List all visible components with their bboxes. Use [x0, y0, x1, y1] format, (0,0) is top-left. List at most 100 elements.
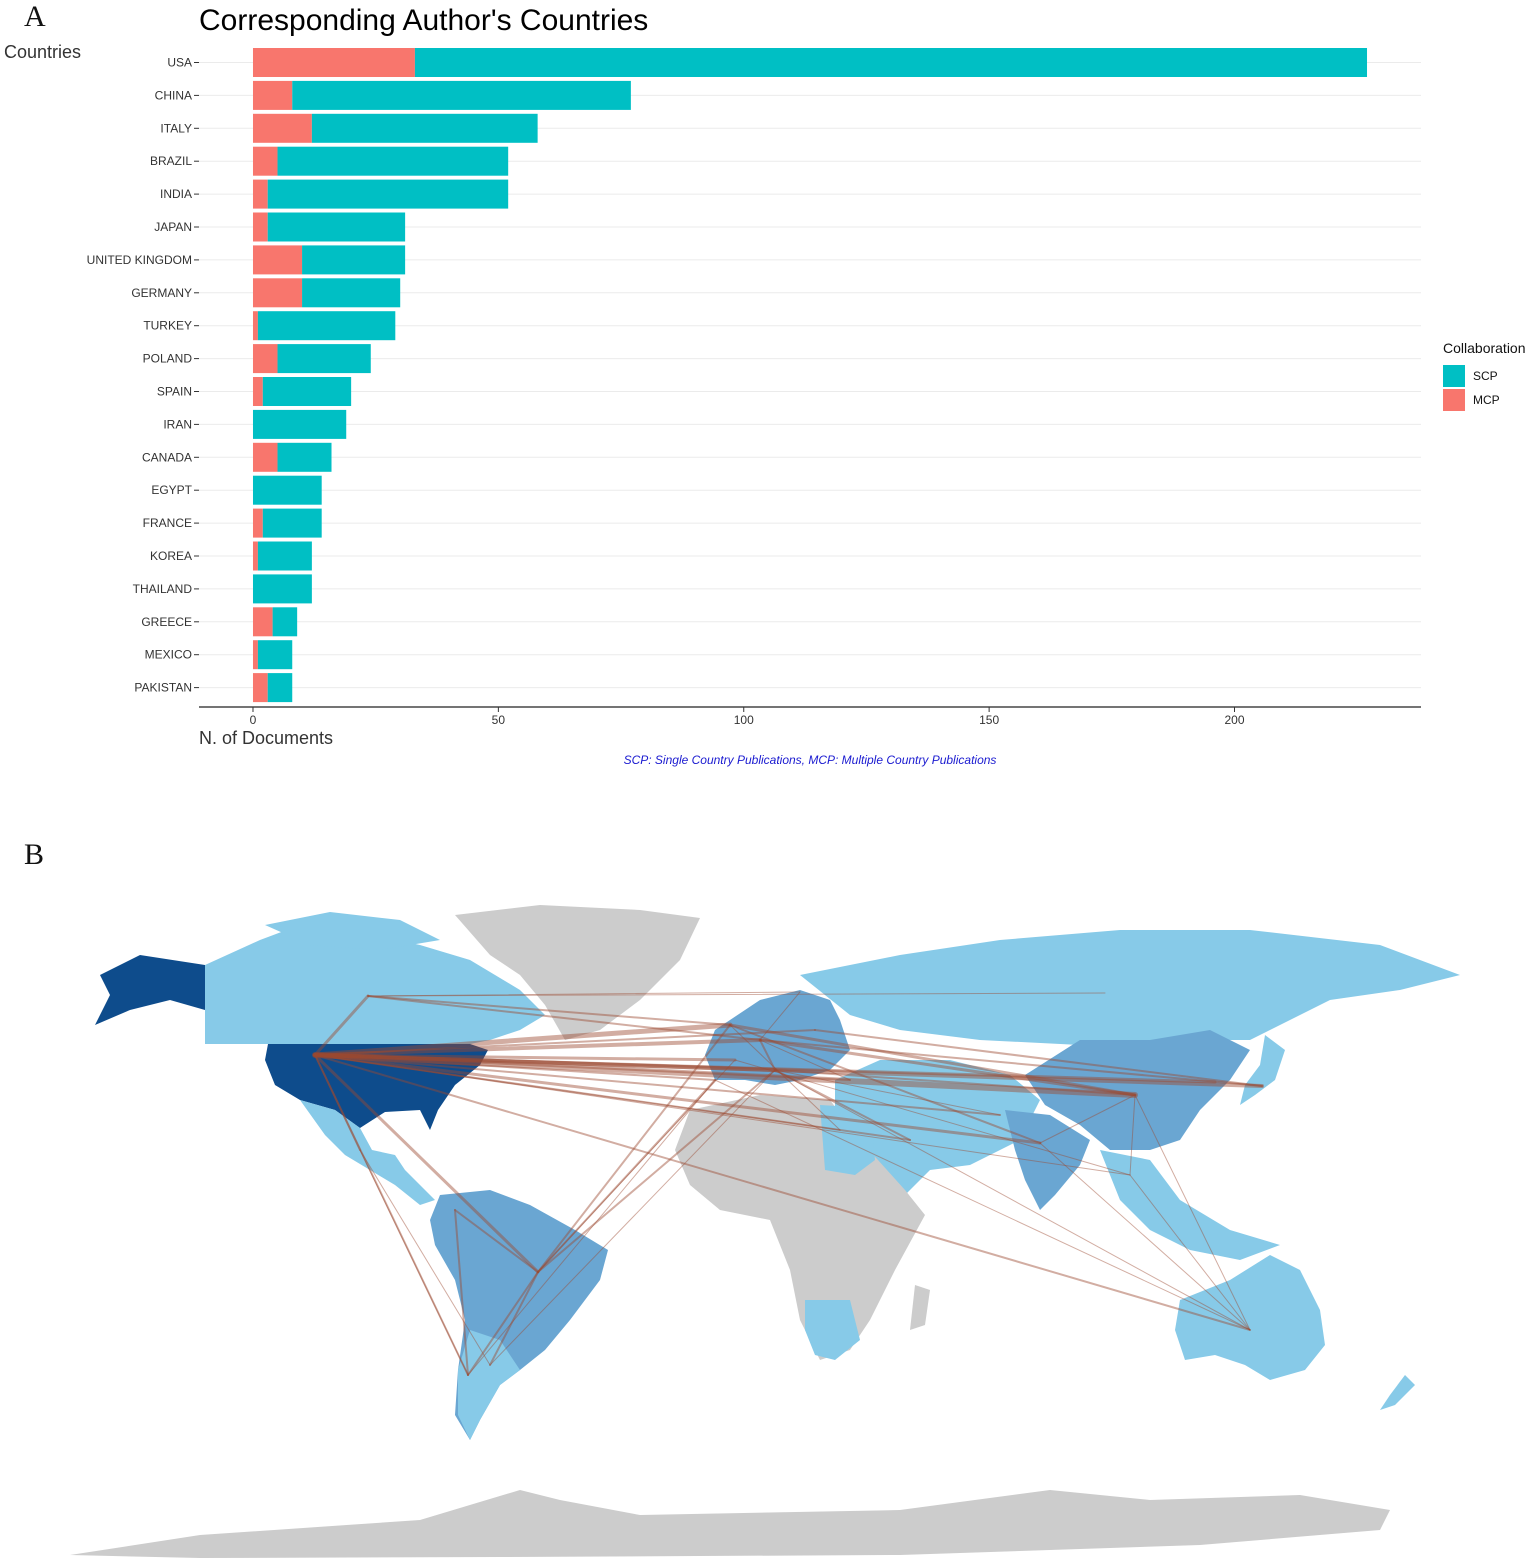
region-japan [1240, 1035, 1285, 1105]
bar-mcp-japan [252, 212, 268, 242]
bar-mcp-spain [252, 377, 263, 406]
collaboration-link-47 [1179, 1239, 1251, 1331]
collaboration-link-38 [774, 1069, 1001, 1116]
legend-swatch-scp [1443, 365, 1465, 387]
bar-scp-korea [257, 541, 312, 571]
bar-mcp-italy [252, 113, 312, 143]
collaboration-link-1 [312, 1052, 1138, 1098]
region-madagascar [910, 1285, 930, 1330]
collaboration-link-55 [759, 991, 801, 1041]
bar-scp-united-kingdom [302, 245, 406, 275]
chart-title: Corresponding Author's Countries [199, 4, 648, 37]
collaboration-link-12 [314, 1054, 1251, 1331]
legend: Collaboration SCP MCP [1443, 340, 1526, 412]
collaboration-link-32 [728, 1023, 1137, 1097]
x-tick-label-0: 0 [250, 713, 257, 727]
collaboration-link-17 [314, 1054, 1001, 1116]
collaboration-link-39 [734, 1059, 1131, 1176]
x-tick-label-4: 200 [1224, 713, 1244, 727]
legend-item-scp: SCP [1443, 364, 1526, 388]
collaboration-link-24 [537, 1069, 776, 1273]
x-tick-label-3: 150 [979, 713, 999, 727]
collaboration-map [70, 905, 1460, 1558]
collaboration-link-19 [314, 1054, 841, 1131]
region-russia [800, 930, 1460, 1045]
region-canada-islands [265, 912, 440, 950]
collaboration-link-9 [313, 1053, 737, 1062]
bar-scp-brazil [277, 146, 509, 176]
legend-label-mcp: MCP [1473, 393, 1500, 407]
y-tick-label-17: GREECE [141, 615, 192, 629]
collaboration-link-52 [537, 1059, 736, 1273]
collaboration-link-16 [314, 1054, 469, 1376]
y-tick-label-10: SPAIN [157, 385, 192, 399]
bar-mcp-poland [252, 344, 278, 374]
collaboration-link-4 [313, 1038, 762, 1057]
collaboration-link-42 [1129, 1094, 1136, 1176]
legend-title: Collaboration [1443, 340, 1526, 356]
collaboration-link-31 [359, 1149, 491, 1366]
collaboration-link-13 [314, 1054, 911, 1141]
panel-a-label: A [24, 0, 46, 33]
bar-scp-iran [252, 409, 347, 439]
collaboration-link-22 [367, 991, 801, 997]
bar-scp-pakistan [267, 673, 293, 703]
bar-mcp-united-kingdom [252, 245, 303, 275]
y-tick-label-2: ITALY [160, 121, 192, 135]
region-southeast-asia [1100, 1150, 1280, 1260]
collaboration-link-28 [454, 1209, 539, 1273]
collaboration-link-30 [359, 1149, 469, 1376]
collaboration-link-11 [314, 1054, 361, 1151]
panel-b-label: B [24, 838, 45, 871]
bar-scp-mexico [257, 640, 293, 670]
y-tick-label-11: IRAN [163, 417, 192, 431]
collaboration-link-3 [313, 1053, 777, 1072]
collaboration-links [312, 991, 1264, 1376]
legend-item-mcp: MCP [1443, 388, 1526, 412]
bar-scp-egypt [252, 475, 322, 505]
y-tick-label-18: MEXICO [145, 648, 192, 662]
collaboration-link-29 [454, 1209, 469, 1376]
region-usa [265, 1044, 488, 1130]
bar-mcp-brazil [252, 146, 278, 176]
region-china [1025, 1030, 1250, 1150]
bar-scp-canada [277, 442, 332, 472]
collaboration-link-21 [367, 995, 761, 1041]
bar-mcp-greece [252, 607, 273, 637]
legend-label-scp: SCP [1473, 369, 1498, 383]
collaboration-link-2 [312, 1022, 733, 1058]
collaboration-link-34 [774, 1069, 1136, 1096]
region-australia [1175, 1255, 1325, 1380]
region-egypt [820, 1105, 875, 1175]
region-south-africa [805, 1300, 860, 1360]
bar-scp-greece [272, 607, 298, 637]
bar-mcp-germany [252, 278, 303, 308]
region-new-zealand [1380, 1375, 1415, 1410]
collaboration-link-44 [1039, 1142, 1251, 1331]
bar-mcp-india [252, 179, 268, 209]
y-tick-label-7: GERMANY [131, 286, 192, 300]
land-layer [70, 905, 1460, 1558]
collaboration-link-15 [314, 1029, 816, 1056]
region-alaska [95, 955, 205, 1025]
y-tick-label-0: USA [167, 56, 192, 70]
x-axis-label: N. of Documents [199, 728, 333, 748]
collaboration-link-35 [758, 1038, 1137, 1097]
collaboration-link-48 [1129, 1174, 1181, 1241]
bar-scp-spain [262, 377, 352, 406]
collaboration-link-45 [714, 1079, 1251, 1331]
bar-scp-thailand [252, 574, 312, 604]
collaboration-link-6 [313, 1053, 1217, 1084]
bar-mcp-turkey [252, 311, 258, 341]
bar-mcp-usa [252, 48, 415, 77]
bar-mcp-canada [252, 442, 278, 472]
bar-mcp-korea [252, 541, 258, 571]
collaboration-link-7 [313, 1053, 1042, 1145]
collaboration-link-5 [313, 1053, 1264, 1088]
collaboration-link-33 [729, 1024, 1041, 1144]
collaboration-link-26 [467, 1271, 539, 1376]
collaboration-link-23 [367, 992, 1106, 997]
collaboration-link-25 [537, 1079, 716, 1273]
collaboration-link-27 [489, 1271, 539, 1366]
y-tick-label-19: PAKISTAN [134, 681, 192, 695]
